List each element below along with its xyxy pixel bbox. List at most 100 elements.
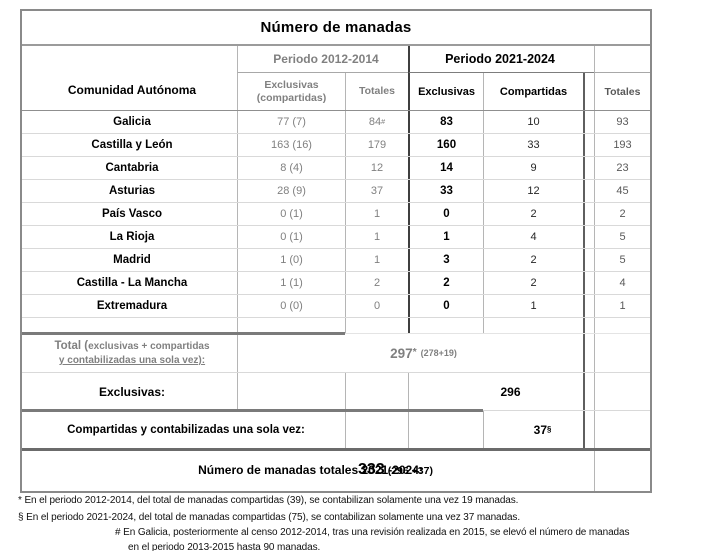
wolf-pack-table: Número de manadas Periodo 2012-2014 Peri… bbox=[20, 9, 652, 493]
footnote-hash-line1: # En Galicia, posteriormente al censo 20… bbox=[115, 527, 630, 538]
spacer-cell bbox=[583, 226, 594, 248]
value-cell: 33 bbox=[408, 180, 483, 202]
spacer-cell bbox=[583, 203, 594, 225]
spacer-cell bbox=[583, 295, 594, 317]
table-row: Castilla - La Mancha 1 (1) 2 2 2 4 bbox=[22, 272, 650, 295]
table-row: Galicia 77 (7) 84 #83 10 93 bbox=[22, 111, 650, 134]
value-cell: 0 (0) bbox=[237, 295, 345, 317]
empty-cell bbox=[483, 318, 583, 333]
footnotes: * En el periodo 2012-2014, del total de … bbox=[18, 493, 710, 551]
column-header-compartidas-2021: Compartidas bbox=[483, 73, 583, 110]
community-name-cell: Galicia bbox=[113, 116, 151, 128]
value-cell: 1 (1) bbox=[237, 272, 345, 294]
spacer-cell bbox=[583, 272, 594, 294]
exclusivas-value: 296 bbox=[408, 373, 583, 410]
period-header-row: Periodo 2012-2014 Periodo 2021-2024 bbox=[22, 46, 650, 73]
value-cell: 12 bbox=[345, 157, 408, 179]
spacer-cell bbox=[583, 134, 594, 156]
grand-total-cell: Número de manadas totales 2021-2024: 333… bbox=[22, 449, 594, 491]
table-row: Asturias 28 (9) 37 33 12 45 bbox=[22, 180, 650, 203]
value-cell: 2 bbox=[483, 203, 583, 225]
value-cell: 2 bbox=[594, 203, 650, 225]
value-cell: 9 bbox=[483, 157, 583, 179]
empty-cell bbox=[594, 318, 650, 333]
value-cell: 1 bbox=[483, 295, 583, 317]
table-row: Extremadura 0 (0) 0 0 1 1 bbox=[22, 295, 650, 318]
community-name-cell: Madrid bbox=[113, 254, 151, 266]
empty-cell bbox=[408, 411, 483, 449]
value-cell: 93 bbox=[594, 111, 650, 133]
spacer-cell bbox=[583, 111, 594, 133]
empty-cell bbox=[237, 318, 345, 333]
total-row: Total (exclusivas + compartidas y contab… bbox=[22, 332, 650, 373]
value-cell: 4 bbox=[594, 272, 650, 294]
compartidas-value: 37 § bbox=[483, 411, 583, 449]
value-cell: 160 bbox=[408, 134, 483, 156]
value-cell: 0 bbox=[408, 203, 483, 225]
value-cell: 2 bbox=[408, 272, 483, 294]
column-header-totales-2021: Totales bbox=[594, 73, 650, 110]
community-name-cell: Cantabria bbox=[105, 162, 159, 174]
compartidas-row: Compartidas y contabilizadas una sola ve… bbox=[22, 411, 650, 451]
spacer-row bbox=[22, 318, 650, 333]
empty-cell bbox=[22, 318, 237, 333]
value-cell: 10 bbox=[483, 111, 583, 133]
value-cell: 1 bbox=[345, 249, 408, 271]
table-row: Cantabria 8 (4) 12 14 9 23 bbox=[22, 157, 650, 180]
column-header-exclusivas-2021: Exclusivas bbox=[408, 73, 483, 110]
community-name-cell: Castilla - La Mancha bbox=[76, 277, 188, 289]
value-cell: 2 bbox=[483, 249, 583, 271]
value-cell: 5 bbox=[594, 249, 650, 271]
value-cell: 1 bbox=[345, 226, 408, 248]
spacer-cell bbox=[583, 73, 594, 110]
table-row: La Rioja 0 (1) 1 1 4 5 bbox=[22, 226, 650, 249]
value-cell: 1 (0) bbox=[237, 249, 345, 271]
spacer-cell bbox=[583, 249, 594, 271]
total-label: Total (exclusivas + compartidas y contab… bbox=[54, 340, 210, 366]
empty-cell bbox=[408, 318, 483, 333]
column-header-row: Comunidad Autónoma Exclusivas (compartid… bbox=[22, 73, 650, 111]
empty-cell bbox=[594, 334, 650, 372]
grand-total-value: 333 (296 +37) bbox=[358, 461, 433, 478]
empty-cell bbox=[594, 373, 650, 410]
value-cell: 8 (4) bbox=[237, 157, 345, 179]
value-cell: 1 bbox=[594, 295, 650, 317]
data-rows: Galicia 77 (7) 84 #83 10 93 Castilla y León 163… bbox=[22, 111, 650, 318]
value-cell: 84 # bbox=[345, 111, 408, 133]
value-cell: 83 bbox=[408, 111, 483, 133]
community-name-cell: País Vasco bbox=[101, 208, 163, 220]
value-cell: 1 bbox=[345, 203, 408, 225]
table-title: Número de manadas bbox=[260, 19, 412, 36]
column-header-totales-2012: Totales bbox=[345, 73, 408, 110]
value-cell: 179 bbox=[345, 134, 408, 156]
table-row: País Vasco 0 (1) 1 0 2 2 bbox=[22, 203, 650, 226]
thick-border-segment bbox=[22, 448, 650, 451]
value-cell: 33 bbox=[483, 134, 583, 156]
footnote-asterisk: * En el periodo 2012-2014, del total de … bbox=[18, 495, 519, 506]
total-value: 297 * (278+19) bbox=[237, 334, 583, 372]
value-cell: 1 bbox=[408, 226, 483, 248]
column-header-comunidad: Comunidad Autónoma bbox=[67, 82, 197, 97]
empty-cell bbox=[594, 449, 650, 491]
community-name-cell: Asturias bbox=[108, 185, 156, 197]
value-cell: 163 (16) bbox=[237, 134, 345, 156]
value-cell: 45 bbox=[594, 180, 650, 202]
thick-border-segment bbox=[22, 409, 483, 412]
spacer-cell bbox=[583, 334, 594, 372]
value-cell: 3 bbox=[408, 249, 483, 271]
value-cell: 193 bbox=[594, 134, 650, 156]
empty-cell bbox=[583, 318, 594, 333]
spacer-cell bbox=[583, 373, 594, 410]
grand-total-label: Número de manadas totales 2021-2024: bbox=[198, 463, 423, 477]
empty-cell bbox=[594, 46, 650, 73]
value-cell: 0 bbox=[345, 295, 408, 317]
community-name-cell: La Rioja bbox=[109, 231, 155, 243]
value-cell: 0 bbox=[408, 295, 483, 317]
value-cell: 77 (7) bbox=[237, 111, 345, 133]
value-cell: 14 bbox=[408, 157, 483, 179]
empty-cell bbox=[237, 373, 345, 410]
empty-cell bbox=[345, 373, 408, 410]
period-2012-header: Periodo 2012-2014 bbox=[237, 46, 408, 73]
value-cell: 12 bbox=[483, 180, 583, 202]
